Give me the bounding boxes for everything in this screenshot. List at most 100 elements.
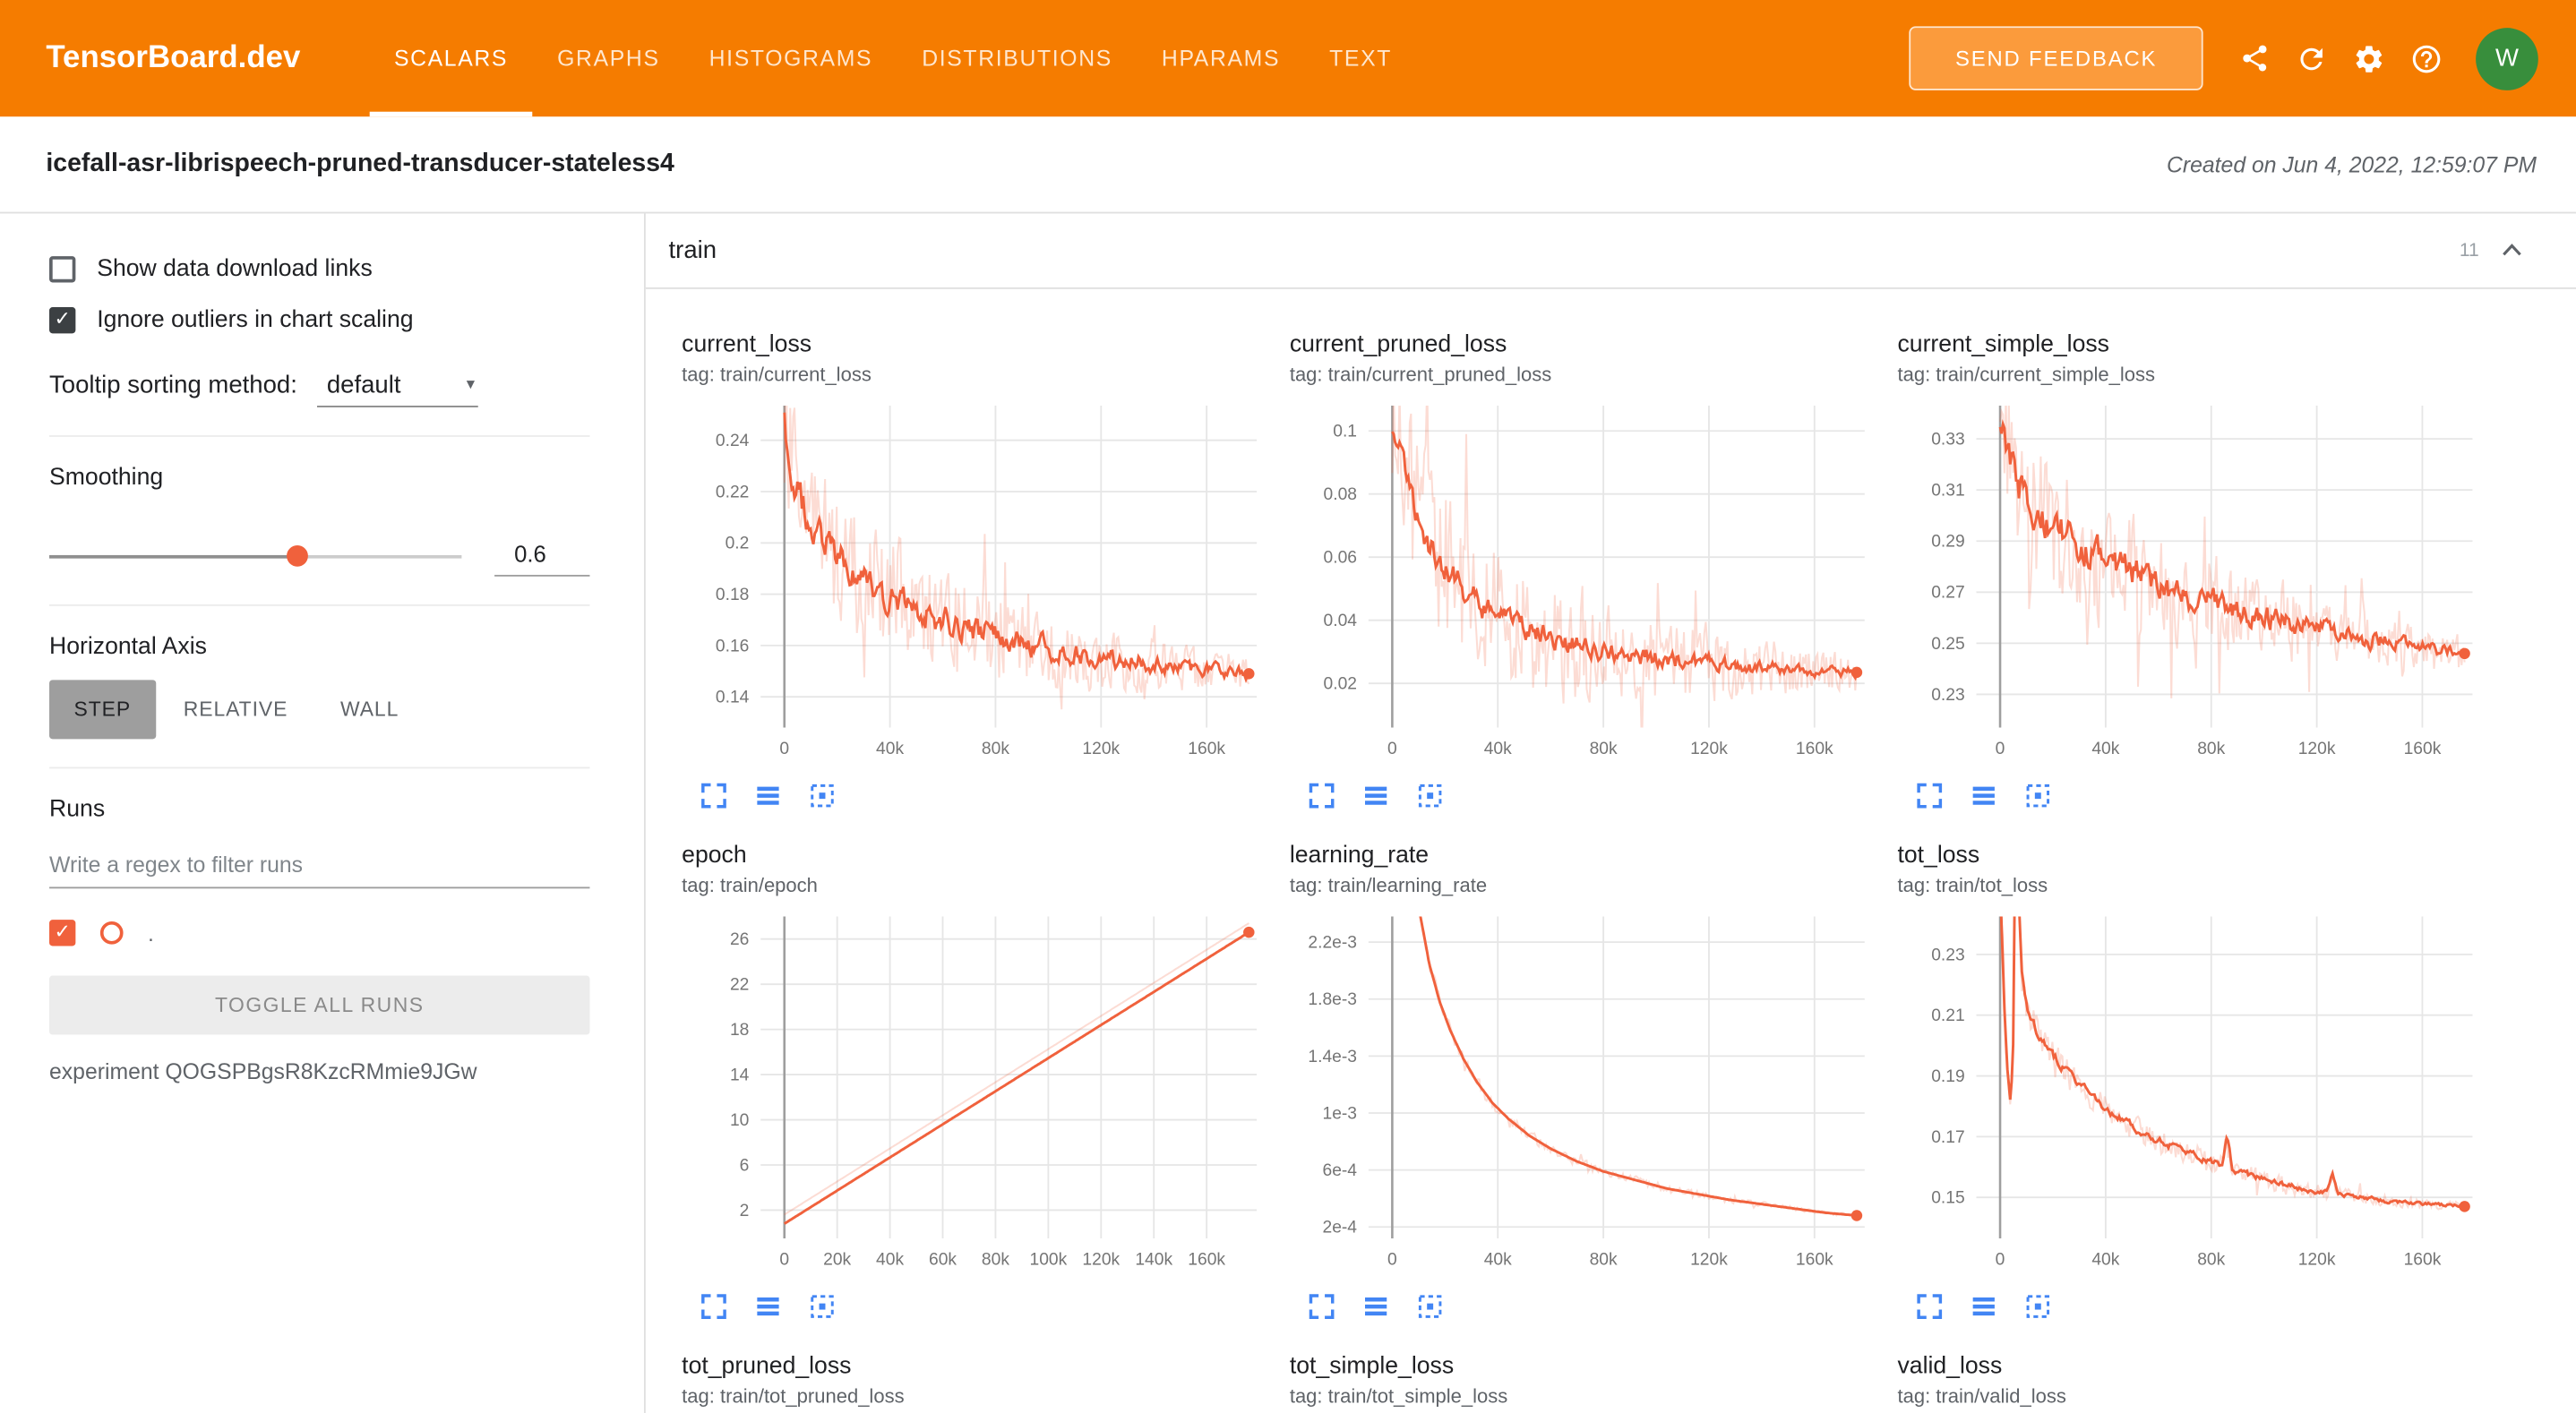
runs-table-icon[interactable] xyxy=(1970,782,1997,809)
chart-plot-current_pruned_loss[interactable]: 0.02 0.04 0.06 0.08 0.1 0 40k 80k 120k 160k xyxy=(1290,390,1881,771)
svg-text:0.23: 0.23 xyxy=(1931,946,1964,964)
chart-actions xyxy=(1290,782,1898,809)
svg-text:80k: 80k xyxy=(2197,1250,2225,1269)
expand-chart-icon[interactable] xyxy=(700,1292,727,1320)
svg-text:0.33: 0.33 xyxy=(1931,431,1964,450)
run-row[interactable]: . xyxy=(49,920,589,946)
experiment-titlebar: icefall-asr-librispeech-pruned-transduce… xyxy=(0,116,2576,214)
smoothing-label: Smoothing xyxy=(49,465,164,492)
chart-card-valid_loss: valid_loss tag: train/valid_loss xyxy=(1897,1353,2505,1410)
chart-card-current_loss: current_loss tag: train/current_loss 0.14 0… xyxy=(682,332,1290,810)
svg-text:0.21: 0.21 xyxy=(1931,1006,1964,1025)
svg-text:0.02: 0.02 xyxy=(1324,675,1357,694)
expand-chart-icon[interactable] xyxy=(1916,782,1944,809)
tooltip-sorting-row: Tooltip sorting method: default ▾ xyxy=(49,372,589,407)
help-icon[interactable] xyxy=(2407,39,2446,78)
avatar[interactable]: W xyxy=(2476,27,2538,90)
expand-chart-icon[interactable] xyxy=(1308,782,1335,809)
experiment-title: icefall-asr-librispeech-pruned-transduce… xyxy=(46,149,674,178)
chart-plot-tot_loss[interactable]: 0.15 0.17 0.19 0.21 0.23 0 40k 80k 120k 160k xyxy=(1897,900,2488,1281)
run-checkbox[interactable] xyxy=(49,920,76,946)
group-title: train xyxy=(668,236,717,265)
runs-table-icon[interactable] xyxy=(754,782,782,809)
axis-step-button[interactable]: STEP xyxy=(49,680,156,740)
svg-text:80k: 80k xyxy=(2197,740,2225,758)
svg-text:0.27: 0.27 xyxy=(1931,584,1964,603)
svg-text:0: 0 xyxy=(779,1250,789,1269)
tab-hparams[interactable]: HPARAMS xyxy=(1161,46,1281,71)
tooltip-sorting-select[interactable]: default ▾ xyxy=(316,372,478,407)
collapse-chevron-icon[interactable] xyxy=(2501,236,2524,264)
expand-chart-icon[interactable] xyxy=(700,782,727,809)
svg-text:40k: 40k xyxy=(2091,740,2119,758)
smoothing-value-field[interactable]: 0.6 xyxy=(494,537,590,577)
svg-text:40k: 40k xyxy=(876,1250,904,1269)
runs-table-icon[interactable] xyxy=(1362,1292,1390,1320)
show-download-links-checkbox[interactable] xyxy=(49,256,76,283)
chart-card-learning_rate: learning_rate tag: train/learning_rate 2e-… xyxy=(1290,843,1898,1321)
svg-text:60k: 60k xyxy=(929,1250,957,1269)
tooltip-sorting-label: Tooltip sorting method: xyxy=(49,371,297,399)
svg-text:160k: 160k xyxy=(1188,1250,1225,1269)
app-logo: TensorBoard.dev xyxy=(46,39,301,75)
runs-filter-input[interactable] xyxy=(49,842,590,889)
chart-tag: tag: train/current_simple_loss xyxy=(1897,363,2155,387)
smoothing-slider-thumb[interactable] xyxy=(286,544,308,567)
svg-text:0.24: 0.24 xyxy=(716,432,750,450)
fit-domain-icon[interactable] xyxy=(808,1292,836,1320)
fit-domain-icon[interactable] xyxy=(808,782,836,809)
tab-scalars[interactable]: SCALARS xyxy=(369,0,533,117)
fit-domain-icon[interactable] xyxy=(2024,782,2052,809)
toggle-all-runs-button[interactable]: TOGGLE ALL RUNS xyxy=(49,975,590,1035)
experiment-id: experiment QOGSPBgsR8KzcRMmie9JGw xyxy=(49,1059,477,1084)
svg-text:160k: 160k xyxy=(1796,740,1833,758)
svg-text:6e-4: 6e-4 xyxy=(1323,1161,1358,1180)
tab-graphs[interactable]: GRAPHS xyxy=(557,46,660,71)
chart-plot-current_simple_loss[interactable]: 0.23 0.25 0.27 0.29 0.31 0.33 0 40k 80k 120k 160k xyxy=(1897,390,2488,771)
fit-domain-icon[interactable] xyxy=(2024,1292,2052,1320)
expand-chart-icon[interactable] xyxy=(1916,1292,1944,1320)
chart-plot-current_loss[interactable]: 0.14 0.16 0.18 0.2 0.22 0.24 0 40k 80k 120k 160k xyxy=(682,390,1273,771)
chart-card-current_pruned_loss: current_pruned_loss tag: train/current_pr… xyxy=(1290,332,1898,810)
svg-text:0: 0 xyxy=(779,740,789,758)
svg-text:18: 18 xyxy=(730,1021,749,1040)
ignore-outliers-row[interactable]: Ignore outliers in chart scaling xyxy=(49,306,589,334)
runs-table-icon[interactable] xyxy=(754,1292,782,1320)
tab-text[interactable]: TEXT xyxy=(1329,46,1393,71)
chart-title: learning_rate xyxy=(1289,842,1430,869)
svg-text:0.2: 0.2 xyxy=(726,535,750,553)
show-download-links-row[interactable]: Show data download links xyxy=(49,256,589,283)
runs-table-icon[interactable] xyxy=(1970,1292,1997,1320)
refresh-icon[interactable] xyxy=(2292,39,2331,78)
svg-text:0.22: 0.22 xyxy=(716,483,749,501)
svg-text:10: 10 xyxy=(730,1111,749,1130)
expand-chart-icon[interactable] xyxy=(1308,1292,1335,1320)
svg-text:40k: 40k xyxy=(1484,740,1512,758)
svg-text:120k: 120k xyxy=(1690,740,1728,758)
runs-table-icon[interactable] xyxy=(1362,782,1390,809)
svg-text:160k: 160k xyxy=(2404,740,2442,758)
chart-plot-learning_rate[interactable]: 2e-4 6e-4 1e-3 1.4e-3 1.8e-3 2.2e-3 0 40k 80k 120… xyxy=(1290,900,1881,1281)
chart-tag: tag: train/tot_pruned_loss xyxy=(682,1384,905,1408)
svg-text:0.23: 0.23 xyxy=(1931,686,1964,705)
svg-text:120k: 120k xyxy=(1082,1250,1120,1269)
axis-relative-button[interactable]: RELATIVE xyxy=(159,680,313,739)
chart-grid: current_loss tag: train/current_loss 0.14 0… xyxy=(646,289,2576,1413)
tab-histograms[interactable]: HISTOGRAMS xyxy=(708,46,873,71)
svg-text:160k: 160k xyxy=(1796,1250,1833,1269)
svg-text:0.14: 0.14 xyxy=(716,689,750,707)
settings-gear-icon[interactable] xyxy=(2349,39,2389,78)
share-icon[interactable] xyxy=(2234,39,2273,78)
divider xyxy=(49,766,590,769)
main-nav: SCALARS GRAPHS HISTOGRAMS DISTRIBUTIONS … xyxy=(369,0,1416,117)
axis-wall-button[interactable]: WALL xyxy=(315,680,423,739)
run-group-train[interactable]: train 11 xyxy=(645,213,2576,289)
tab-distributions[interactable]: DISTRIBUTIONS xyxy=(922,46,1112,71)
send-feedback-button[interactable]: SEND FEEDBACK xyxy=(1909,26,2203,90)
fit-domain-icon[interactable] xyxy=(1416,1292,1444,1320)
fit-domain-icon[interactable] xyxy=(1416,782,1444,809)
smoothing-slider[interactable] xyxy=(49,544,462,567)
runs-label: Runs xyxy=(49,796,106,823)
ignore-outliers-checkbox[interactable] xyxy=(49,306,76,334)
